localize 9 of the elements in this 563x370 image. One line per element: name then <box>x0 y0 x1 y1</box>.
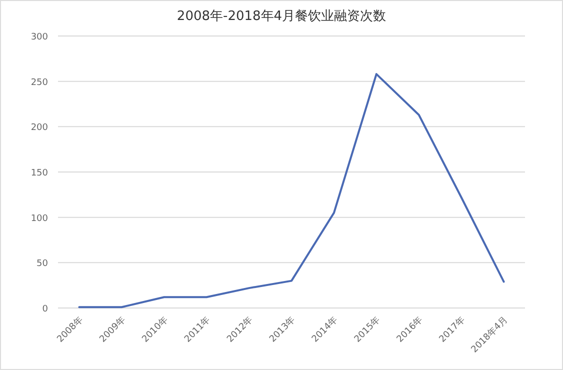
y-tick-label: 50 <box>36 259 48 270</box>
y-tick-label: 200 <box>30 123 48 134</box>
line-series <box>78 73 505 308</box>
y-tick-label: 100 <box>30 214 48 224</box>
y-tick-label: 150 <box>30 168 48 178</box>
y-tick-label: 250 <box>30 78 48 88</box>
chart-title: 2008年-2018年4月餐饮业融资次数 <box>176 9 386 24</box>
y-tick-label: 300 <box>30 32 48 42</box>
y-tick-label: 0 <box>42 304 48 314</box>
